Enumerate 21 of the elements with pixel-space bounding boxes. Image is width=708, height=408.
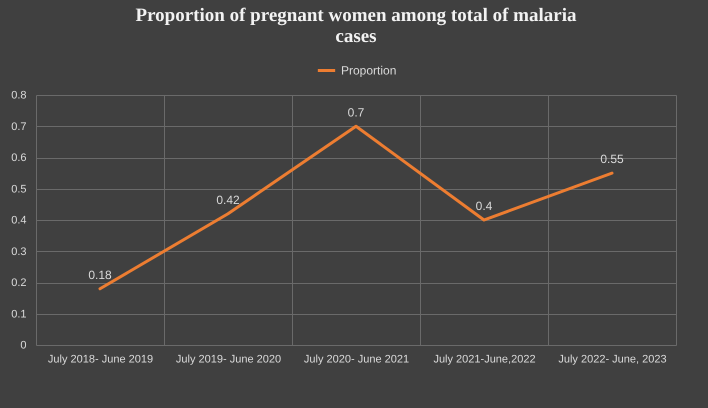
y-tick-label: 0.1: [11, 308, 26, 320]
x-tick-label: July 2018- June 2019: [48, 354, 154, 366]
y-tick-label: 0.6: [11, 152, 26, 164]
data-label: 0.42: [216, 192, 240, 207]
y-tick-label: 0.5: [11, 183, 26, 196]
chart-title: Proportion of pregnant women among total of malaria cases: [135, 5, 577, 47]
x-tick-label: July 2022- June, 2023: [558, 354, 667, 366]
data-label: 0.55: [600, 152, 624, 166]
data-label: 0.4: [476, 199, 493, 213]
y-tick-label: 0.7: [11, 120, 26, 133]
x-tick-label: July 2020- June 2021: [304, 354, 410, 366]
data-label: 0.7: [348, 105, 365, 120]
y-tick-label: 0.4: [11, 214, 26, 226]
y-tick-label: 0: [20, 340, 26, 352]
legend-label: Proportion: [341, 64, 396, 78]
y-tick-label: 0.8: [11, 90, 26, 102]
y-tick-label: 0.3: [11, 246, 26, 258]
x-tick-label: July 2019- June 2020: [176, 354, 282, 366]
y-tick-label: 0.2: [11, 277, 26, 289]
x-tick-label: July 2021-June,2022: [433, 354, 536, 366]
data-label: 0.18: [88, 268, 112, 282]
